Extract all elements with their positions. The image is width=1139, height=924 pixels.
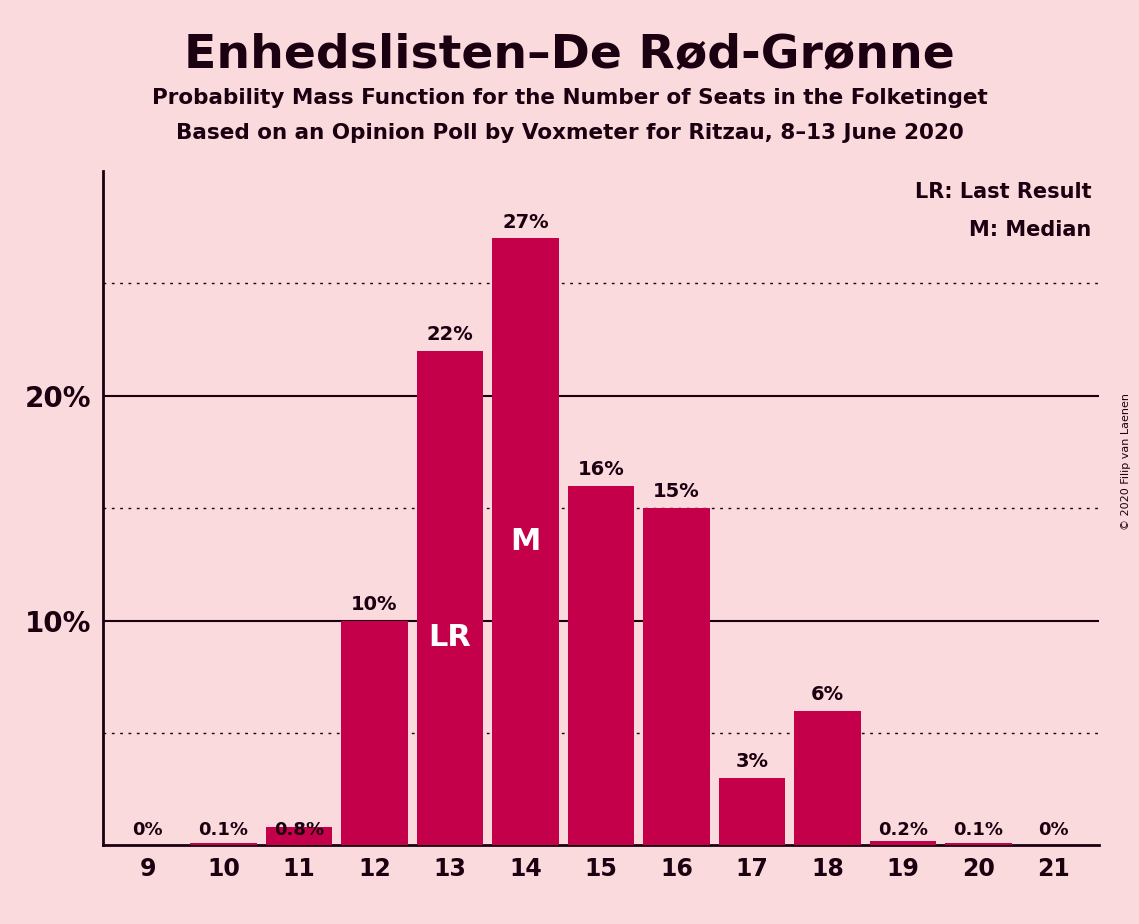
Text: M: M (510, 528, 541, 556)
Text: 0.8%: 0.8% (273, 821, 323, 839)
Bar (417, 351, 483, 845)
Text: 3%: 3% (736, 752, 769, 772)
Bar (567, 486, 634, 845)
Text: LR: LR (428, 623, 472, 652)
Text: 0%: 0% (1039, 821, 1070, 839)
Bar (945, 844, 1011, 845)
Text: 10%: 10% (351, 595, 398, 614)
Text: 16%: 16% (577, 460, 624, 479)
Bar (341, 621, 408, 845)
Text: 27%: 27% (502, 213, 549, 232)
Text: Enhedslisten–De Rød-Grønne: Enhedslisten–De Rød-Grønne (185, 32, 954, 78)
Bar (492, 238, 558, 845)
Text: 22%: 22% (426, 325, 473, 344)
Text: 0.1%: 0.1% (198, 821, 248, 839)
Bar (794, 711, 861, 845)
Bar (190, 844, 256, 845)
Text: Based on an Opinion Poll by Voxmeter for Ritzau, 8–13 June 2020: Based on an Opinion Poll by Voxmeter for… (175, 123, 964, 143)
Bar (265, 828, 333, 845)
Bar (719, 778, 785, 845)
Text: 0%: 0% (132, 821, 163, 839)
Bar (869, 841, 936, 845)
Text: 0.1%: 0.1% (953, 821, 1003, 839)
Text: 15%: 15% (653, 482, 699, 502)
Text: M: Median: M: Median (969, 221, 1091, 240)
Bar (644, 508, 710, 845)
Text: © 2020 Filip van Laenen: © 2020 Filip van Laenen (1121, 394, 1131, 530)
Text: 6%: 6% (811, 685, 844, 704)
Text: Probability Mass Function for the Number of Seats in the Folketinget: Probability Mass Function for the Number… (151, 88, 988, 108)
Text: LR: Last Result: LR: Last Result (915, 182, 1091, 202)
Text: 0.2%: 0.2% (878, 821, 928, 839)
